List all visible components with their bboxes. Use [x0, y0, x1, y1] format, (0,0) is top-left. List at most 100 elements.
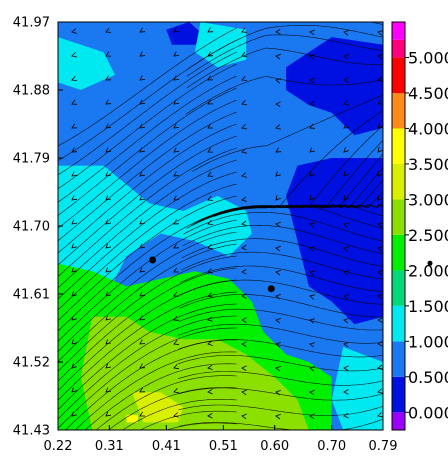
stream-arrowhead: [173, 99, 180, 105]
stream-arrowhead: [71, 123, 78, 129]
field-region: [126, 414, 138, 423]
stream-arrowhead: [377, 246, 383, 252]
stream-arrowhead: [71, 75, 78, 81]
streamline: [58, 63, 237, 190]
streamline: [84, 363, 237, 430]
x-tick-label: 0.79: [369, 439, 398, 454]
stream-arrowhead: [275, 101, 281, 107]
stream-arrowhead: [377, 123, 383, 129]
streamline: [58, 171, 237, 300]
stream-arrowhead: [377, 53, 383, 60]
stream-arrowhead: [343, 246, 349, 252]
colorbar-segment: [392, 128, 405, 164]
streamline: [58, 207, 237, 332]
stream-arrowhead: [105, 267, 111, 273]
streamline: [58, 327, 237, 429]
y-tick-label: 41.52: [13, 356, 50, 371]
stream-arrowhead: [343, 270, 349, 276]
stream-arrowhead: [309, 366, 315, 372]
stream-arrowhead: [343, 54, 349, 60]
stream-arrowhead: [71, 315, 77, 321]
stream-arrowhead: [71, 243, 77, 249]
stream-arrowhead: [173, 123, 180, 129]
stream-arrowhead: [377, 412, 383, 418]
stream-arrowhead: [309, 342, 315, 348]
streamline: [58, 183, 237, 311]
stream-arrowhead: [309, 270, 315, 276]
streamline: [192, 94, 383, 172]
streamline: [58, 195, 237, 322]
stream-arrowhead: [139, 315, 146, 321]
stream-arrowhead: [309, 294, 315, 300]
colorbar-segment: [392, 39, 405, 58]
stream-arrowhead: [139, 75, 146, 81]
stream-arrowhead: [241, 317, 247, 323]
stream-arrowhead: [207, 268, 213, 274]
stream-arrowhead: [207, 219, 214, 225]
stream-arrowhead: [275, 221, 281, 228]
stream-arrowhead: [377, 340, 383, 347]
stream-arrowhead: [207, 195, 214, 201]
streamline: [58, 231, 237, 352]
streamline: [58, 87, 237, 216]
streamline: [187, 25, 383, 70]
streamline: [178, 355, 383, 372]
stream-arrowhead: [377, 76, 383, 82]
stream-arrowhead: [173, 27, 180, 33]
streamline: [58, 135, 237, 266]
streamline: [58, 111, 237, 242]
streamline: [58, 51, 237, 176]
stream-arrowhead: [173, 171, 180, 177]
streamline: [185, 75, 383, 115]
colorbar-segment: [392, 270, 405, 306]
colorbar-tick-label: 3.000: [408, 190, 448, 209]
stream-arrowhead: [309, 100, 315, 107]
stream-arrowhead: [173, 412, 179, 418]
stream-arrowhead: [343, 195, 349, 201]
stream-arrowhead: [377, 147, 383, 153]
streamlines: [58, 22, 383, 430]
colorbar-tick-label: 5.000: [408, 48, 448, 67]
stream-arrowhead: [71, 387, 77, 393]
colorbar-tick-label: 0.500: [408, 368, 448, 387]
field-region: [132, 392, 184, 423]
station-markers: [149, 256, 275, 293]
stream-arrowhead: [275, 269, 281, 276]
stream-arrowhead: [139, 219, 145, 225]
stream-arrowhead: [207, 413, 213, 419]
stream-arrowhead: [343, 123, 350, 129]
stream-arrowhead: [309, 246, 315, 252]
colorbar: 0.000 0.500 1.000 1.500 2.000 2.500 3.000 3.500…: [391, 21, 448, 431]
streamline: [58, 75, 237, 203]
stream-arrowhead: [71, 171, 78, 177]
colorbar-segment: [392, 57, 405, 93]
stream-arrowhead: [207, 123, 213, 129]
streamline: [58, 99, 237, 229]
streamline: [177, 371, 383, 386]
colorbar-segment: [392, 93, 405, 129]
stream-arrowhead: [343, 30, 349, 36]
stream-arrowhead: [377, 364, 383, 371]
stream-arrowhead: [309, 147, 315, 153]
stream-arrowhead: [207, 147, 214, 153]
stream-arrowhead: [241, 413, 247, 420]
streamline: [180, 265, 383, 292]
streamline: [179, 294, 383, 318]
y-tick-label: 41.88: [13, 84, 50, 99]
stream-arrowhead: [275, 318, 281, 324]
stream-arrowhead: [309, 29, 315, 36]
colorbar-tick-label: 2.500: [408, 226, 448, 245]
stream-arrowhead: [309, 123, 316, 129]
colorbar-tick-label: 3.500: [408, 155, 448, 174]
streamline: [58, 291, 237, 401]
field-region: [286, 37, 383, 136]
stream-arrowhead: [139, 411, 145, 417]
stream-arrowhead: [207, 340, 213, 346]
colorbar-segment: [392, 305, 405, 342]
stream-arrowhead: [105, 291, 111, 297]
stream-arrowhead: [343, 147, 349, 153]
streamline: [58, 267, 237, 382]
y-tick-label: 41.43: [13, 424, 50, 439]
stream-arrowhead: [173, 75, 180, 81]
stream-arrowhead: [275, 366, 281, 372]
